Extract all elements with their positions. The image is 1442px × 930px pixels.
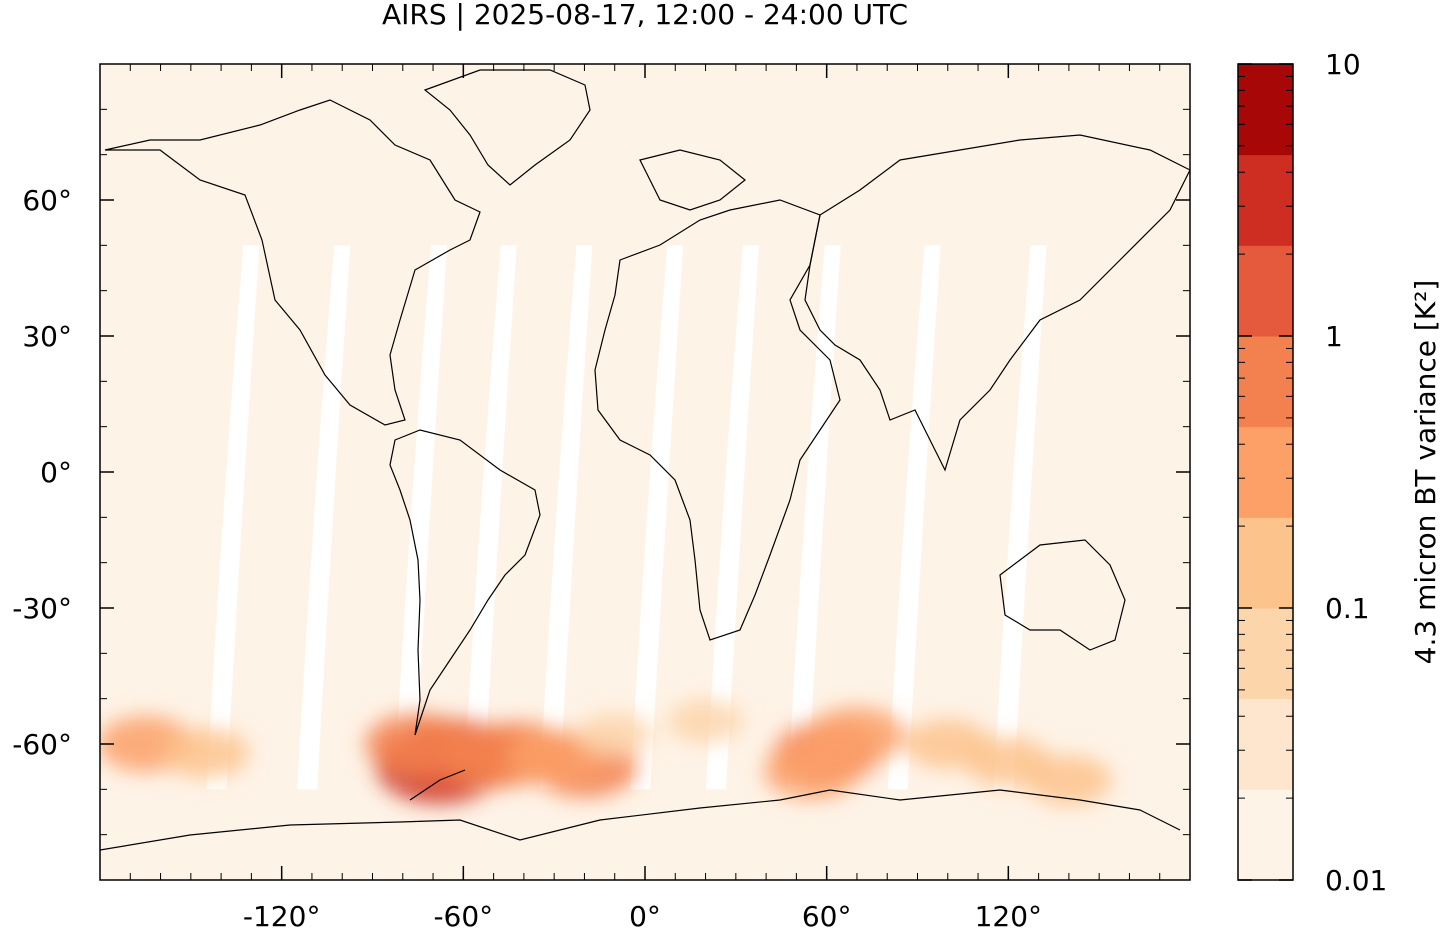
swath-gap	[630, 245, 684, 790]
colorbar-band	[1238, 517, 1293, 609]
swath-gap	[206, 245, 260, 790]
coastline-greenland	[423, 69, 591, 186]
variance-hotspot	[576, 712, 653, 757]
lon-tick-label: 120°	[975, 900, 1042, 930]
colorbar-band	[1238, 608, 1293, 700]
lat-tick-label: -60°	[12, 728, 72, 761]
lat-tick-label: 60°	[22, 184, 72, 217]
variance-hotspot	[1025, 755, 1112, 806]
longitude-axis: -120° -60° 0° 60° 120°	[243, 64, 1042, 930]
variance-hotspots	[100, 699, 1112, 806]
swath-gap	[705, 245, 759, 790]
lon-tick-label: -120°	[243, 900, 321, 930]
latitude-axis: 60° 30° 0° -30° -60°	[12, 184, 1190, 761]
colorbar-ticks: 10 1 0.1 0.01	[1238, 48, 1387, 897]
colorbar-band	[1238, 789, 1293, 881]
coastline-antarctica	[100, 789, 1181, 851]
lon-tick-label: 0°	[629, 900, 661, 930]
lon-tick-label: -60°	[433, 900, 493, 930]
coastline-north-america	[104, 99, 481, 426]
colorbar-tick-label: 0.1	[1325, 592, 1370, 625]
map-title: AIRS | 2025-08-17, 12:00 - 24:00 UTC	[382, 0, 908, 31]
swath-gap	[787, 245, 841, 790]
colorbar-band	[1238, 336, 1293, 428]
colorbar	[1238, 64, 1293, 881]
variance-hotspot	[162, 728, 249, 779]
colorbar-band	[1238, 64, 1293, 156]
coastline-asia	[804, 134, 1190, 472]
lat-tick-label: -30°	[12, 592, 72, 625]
swath-gap	[297, 245, 351, 790]
colorbar-band	[1238, 426, 1293, 518]
swath-gap	[394, 245, 448, 790]
lat-tick-label: 0°	[40, 456, 72, 489]
coastline-africa-europe	[594, 199, 841, 641]
coastline-svalbard-scandinavia	[639, 149, 746, 211]
lat-tick-label: 30°	[22, 320, 72, 353]
variance-hotspot	[667, 699, 744, 744]
colorbar-frame	[1237, 63, 1294, 881]
coastline-antarctic-peninsula	[409, 769, 466, 801]
colorbar-tick-label: 1	[1325, 320, 1343, 353]
swath-gap	[993, 245, 1047, 790]
map-panel	[100, 64, 1190, 880]
swath-gap	[463, 245, 517, 790]
coastline-australia	[999, 539, 1126, 651]
coastline-south-america	[389, 429, 541, 736]
colorbar-label: 4.3 micron BT variance [K²]	[1409, 280, 1442, 665]
colorbar-tick-label: 10	[1325, 48, 1361, 81]
variance-hotspot	[506, 729, 603, 786]
colorbar-band	[1238, 698, 1293, 790]
swath-gaps	[206, 245, 1047, 790]
colorbar-band	[1238, 245, 1293, 337]
colorbar-band	[1238, 154, 1293, 246]
swath-gap	[539, 245, 593, 790]
lon-tick-label: 60°	[802, 900, 852, 930]
coastlines	[100, 69, 1190, 851]
colorbar-tick-label: 0.01	[1325, 864, 1387, 897]
variance-hotspot	[808, 706, 905, 763]
swath-gap	[887, 245, 941, 790]
